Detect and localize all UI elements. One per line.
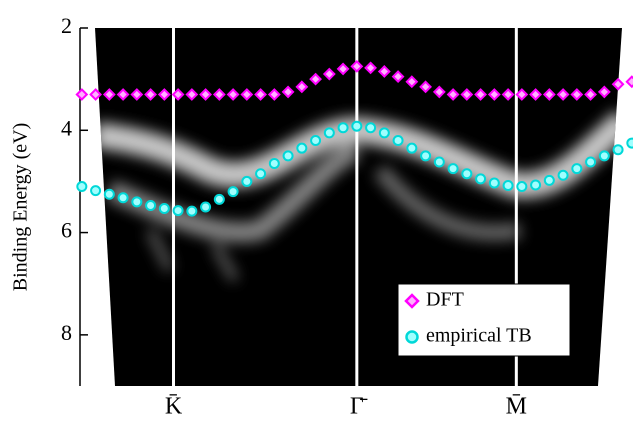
tb-point [172,205,184,217]
dft-point [116,88,130,101]
dft-point [350,59,364,73]
tb-point [475,173,487,185]
tb-point [241,175,253,187]
tb-point [90,185,102,197]
tb-point [351,120,363,132]
dft-point [446,88,460,101]
dft-point [144,88,157,101]
tb-point [310,135,322,147]
tb-point [502,180,514,192]
dft-point [240,88,254,101]
x-tick-label: Γ̄ [350,394,368,420]
dft-point [597,85,611,99]
tb-point [378,127,390,139]
dft-point [89,88,102,101]
tb-point [103,188,115,200]
dft-point [542,88,556,101]
tb-point [296,142,308,154]
dft-point [295,80,309,94]
tb-point [530,179,542,191]
tb-point [255,168,267,180]
dft-point [212,88,226,101]
dft-point [391,70,405,83]
dft-point [570,88,584,101]
tb-point [516,181,528,193]
tb-point [145,199,157,211]
y-tick-label: 2 [61,13,72,38]
dft-point [584,88,597,101]
dft-point [322,67,336,81]
dft-point [515,88,529,101]
x-tick-label: K̄ [165,394,183,420]
dft-point [102,88,116,101]
tb-point [571,163,583,175]
legend: DFT empirical TB [397,283,571,357]
tb-point [420,150,432,162]
dft-point [625,75,633,89]
tb-point [392,135,404,147]
tb-point [323,127,335,139]
tb-point [158,203,170,215]
tb-point [186,205,198,217]
dft-point [419,80,432,94]
dft-point [171,88,185,101]
tb-point [626,137,633,149]
tb-point [461,168,473,180]
dft-point [267,88,281,101]
dft-point [405,75,419,89]
dft-point [460,88,474,101]
dft-point [75,88,89,101]
tb-point [268,158,280,170]
tb-point [557,169,569,181]
dft-point [185,88,199,101]
tb-point [406,142,418,154]
legend-marker [405,330,419,344]
dft-point [501,88,515,101]
dft-point [364,61,377,75]
legend-marker [404,293,420,309]
tb-point [447,163,459,175]
tb-point [433,156,445,168]
tb-point [488,177,500,189]
tb-point [117,192,129,204]
legend-label: DFT [426,289,464,311]
tb-point [543,174,555,186]
tb-point [585,156,597,168]
dft-point [474,88,487,101]
tb-point [337,122,349,134]
x-tick-label: M̄ [506,394,527,420]
dft-point [487,88,501,101]
tb-point [76,181,88,193]
dft-point [432,85,446,99]
dft-point [377,65,391,78]
dft-point [336,62,350,76]
y-tick-label: 6 [61,218,72,243]
dft-point [254,88,267,101]
tb-point [227,186,239,198]
tb-point [365,122,377,134]
tb-point [200,201,212,213]
dft-point [199,88,212,101]
dft-point [130,88,144,101]
tb-point [598,150,610,162]
tb-point [282,150,294,162]
dft-point [226,88,240,101]
dft-point [281,85,295,99]
dft-point [529,88,542,101]
y-tick-label: 8 [61,320,72,345]
tb-point [213,193,225,205]
dft-point [556,88,570,101]
dft-point [157,88,171,101]
legend-label: empirical TB [426,325,532,347]
tb-point [131,196,143,208]
y-tick-label: 4 [61,115,72,140]
dft-point [309,72,322,86]
tb-point [612,144,624,156]
y-axis-label: Binding Energy (eV) [10,123,32,292]
dft-point [611,77,625,91]
